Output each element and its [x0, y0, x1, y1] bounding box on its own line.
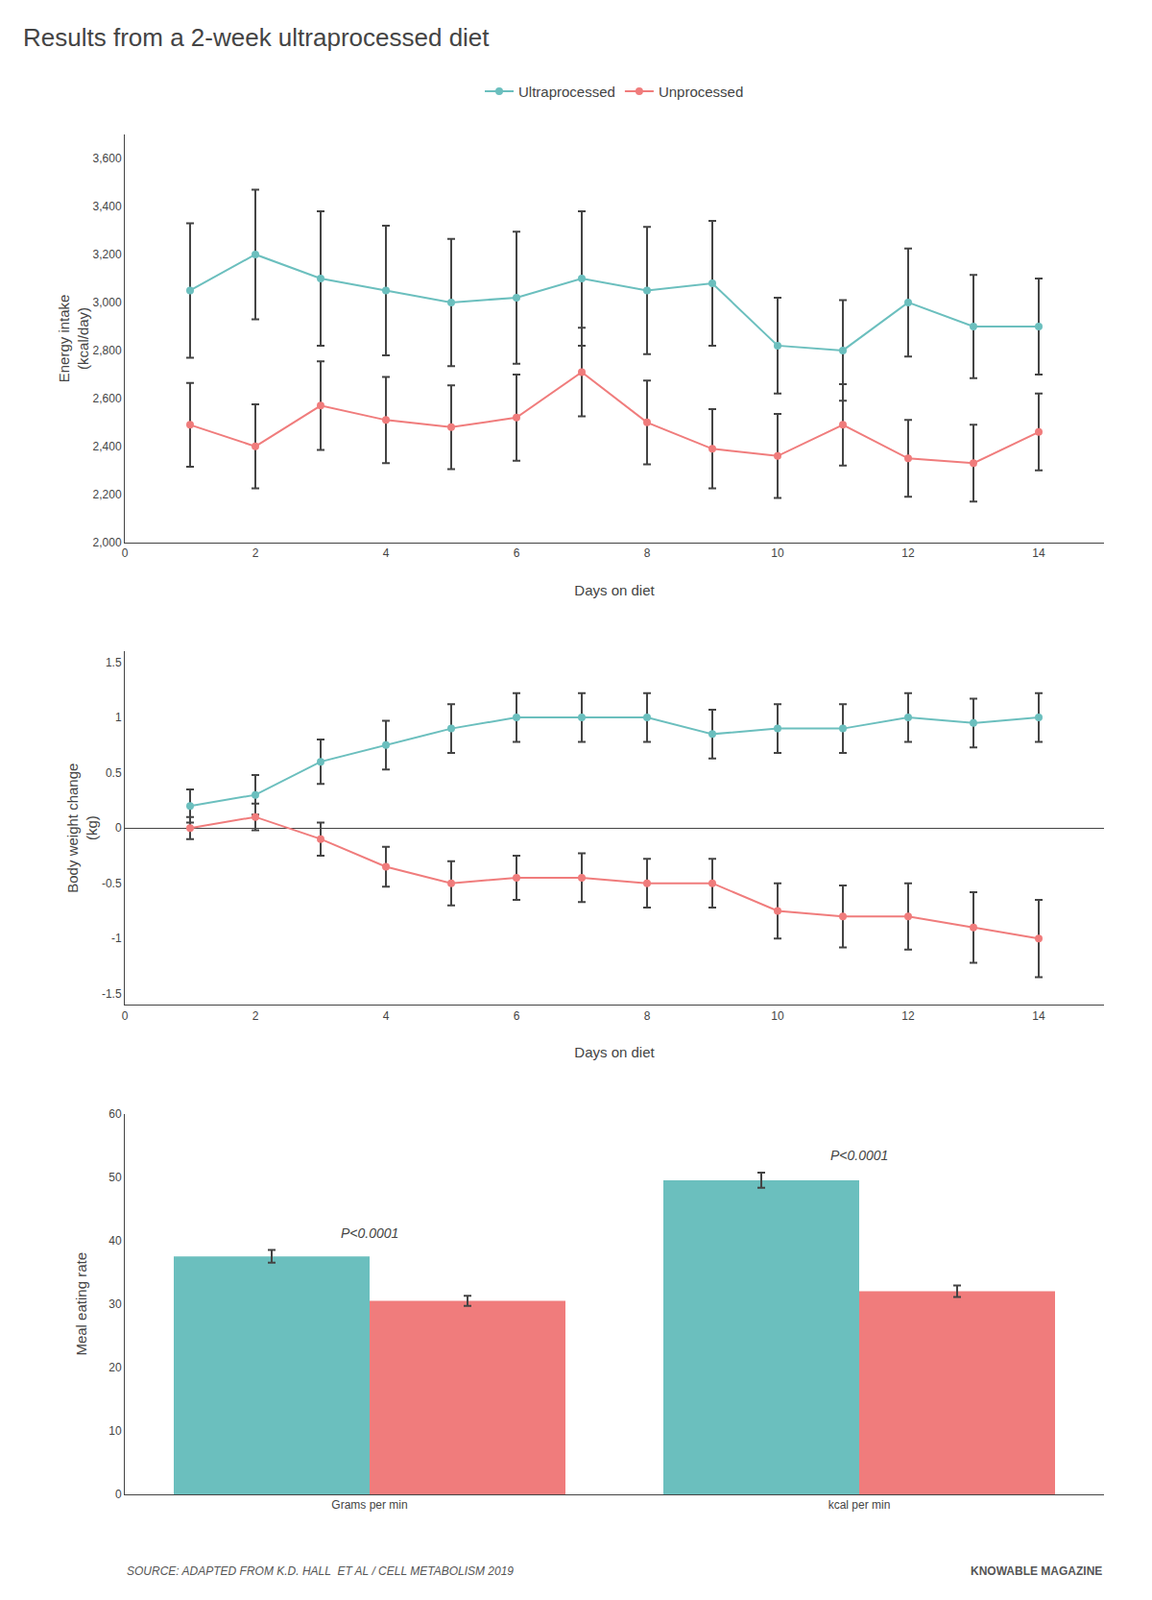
- svg-text:-0.5: -0.5: [101, 876, 122, 890]
- svg-text:Days on diet: Days on diet: [574, 581, 655, 599]
- svg-text:0: 0: [121, 1008, 129, 1023]
- svg-text:2,600: 2,600: [93, 391, 122, 406]
- svg-text:-1.5: -1.5: [101, 986, 122, 1001]
- svg-text:Meal eating rate: Meal eating rate: [72, 1251, 90, 1356]
- svg-text:0.5: 0.5: [105, 766, 122, 780]
- svg-text:6: 6: [513, 1008, 521, 1023]
- svg-text:1.5: 1.5: [105, 655, 122, 670]
- svg-text:P<0.0001: P<0.0001: [340, 1224, 399, 1241]
- svg-text:12: 12: [901, 1008, 915, 1023]
- svg-text:3,600: 3,600: [93, 151, 122, 166]
- svg-text:60: 60: [108, 1106, 122, 1121]
- svg-text:P<0.0001: P<0.0001: [830, 1147, 888, 1163]
- svg-text:2,400: 2,400: [93, 439, 122, 454]
- svg-text:0: 0: [115, 1487, 122, 1501]
- svg-text:0: 0: [121, 546, 129, 560]
- svg-text:4: 4: [383, 1008, 390, 1023]
- svg-text:10: 10: [770, 546, 785, 560]
- svg-text:Body weight change(kg): Body weight change(kg): [64, 763, 100, 893]
- svg-text:12: 12: [901, 546, 915, 560]
- svg-text:-1: -1: [111, 931, 122, 945]
- svg-text:2: 2: [252, 546, 260, 560]
- svg-text:kcal per min: kcal per min: [828, 1497, 891, 1512]
- svg-text:14: 14: [1032, 546, 1046, 560]
- svg-text:14: 14: [1032, 1008, 1046, 1023]
- svg-text:4: 4: [383, 546, 390, 560]
- svg-text:Results from a 2-week ultrapro: Results from a 2-week ultraprocessed die…: [23, 23, 490, 52]
- svg-text:SOURCE: ADAPTED FROM K.D. HALL: SOURCE: ADAPTED FROM K.D. HALL ET AL / C…: [126, 1563, 514, 1578]
- svg-text:Energy intake(kcal/day): Energy intake(kcal/day): [55, 294, 92, 384]
- svg-text:Grams per min: Grams per min: [331, 1497, 408, 1512]
- svg-text:6: 6: [513, 546, 521, 560]
- svg-text:30: 30: [108, 1296, 122, 1311]
- svg-text:8: 8: [644, 1008, 651, 1023]
- svg-text:8: 8: [644, 546, 651, 560]
- svg-text:3,000: 3,000: [93, 295, 122, 310]
- svg-text:3,400: 3,400: [93, 199, 122, 214]
- svg-text:Days on diet: Days on diet: [574, 1043, 655, 1060]
- svg-text:1: 1: [115, 710, 122, 724]
- svg-text:50: 50: [108, 1170, 122, 1184]
- svg-text:10: 10: [108, 1423, 122, 1438]
- svg-text:KNOWABLE MAGAZINE: KNOWABLE MAGAZINE: [970, 1563, 1103, 1578]
- svg-text:2,200: 2,200: [93, 487, 122, 502]
- svg-text:20: 20: [108, 1360, 122, 1374]
- svg-text:3,200: 3,200: [93, 247, 122, 262]
- svg-text:40: 40: [108, 1233, 122, 1248]
- svg-text:Ultraprocessed: Ultraprocessed: [518, 83, 616, 100]
- svg-text:Unprocessed: Unprocessed: [658, 83, 744, 100]
- svg-text:0: 0: [115, 820, 122, 835]
- svg-text:2: 2: [252, 1008, 260, 1023]
- svg-text:2,000: 2,000: [93, 535, 122, 550]
- svg-text:2,800: 2,800: [93, 343, 122, 358]
- svg-text:10: 10: [770, 1008, 785, 1023]
